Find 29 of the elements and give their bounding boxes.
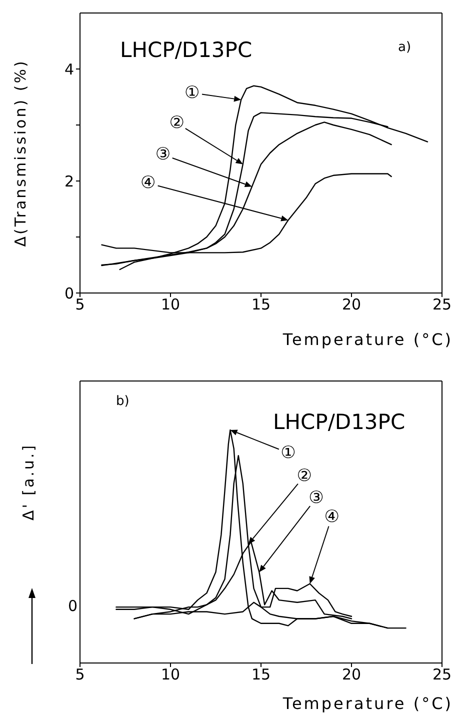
annotation: ①: [184, 82, 200, 103]
annotation: ②: [169, 113, 185, 134]
x-tick-label: 20: [342, 666, 362, 684]
x-tick-label: 10: [160, 296, 180, 314]
annotation: ④: [324, 506, 340, 527]
annotation: ②: [296, 466, 312, 486]
y-tick-label: 4: [64, 60, 74, 78]
x-tick-label: 5: [75, 296, 85, 314]
annotation: ③: [155, 144, 171, 165]
x-axis-title: Temperature (°C): [282, 330, 453, 349]
x-tick-label: 15: [251, 296, 271, 314]
text: b): [116, 394, 130, 409]
x-axis-title: Temperature (°C): [282, 694, 453, 713]
x-tick-label: 10: [160, 666, 180, 684]
x-tick-label: 25: [432, 296, 452, 314]
chart-title: LHCP/D13PC: [273, 410, 406, 434]
x-tick-label: 20: [342, 296, 362, 314]
x-tick-label: 25: [432, 666, 452, 684]
annotation: a): [398, 40, 412, 55]
y-tick-label: 0: [64, 284, 74, 302]
y-axis-title: Δ(Transmission) (%): [11, 59, 30, 247]
annotation: ④: [140, 173, 156, 194]
annotation: ①: [280, 442, 296, 463]
x-tick-label: 5: [75, 666, 85, 684]
annotation: ③: [308, 488, 324, 508]
text: LHCP/D13PC: [120, 38, 252, 62]
x-tick-label: 15: [251, 666, 271, 684]
y-tick-label: 2: [64, 172, 74, 190]
y-axis-title: Δ' [a.u.]: [19, 443, 38, 521]
